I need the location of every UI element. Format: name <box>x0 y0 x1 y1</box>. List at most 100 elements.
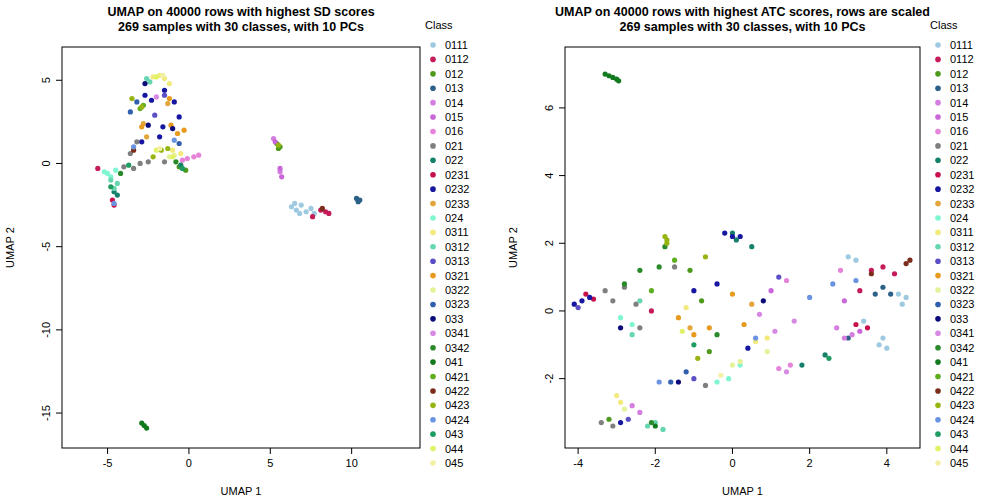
point <box>741 322 746 327</box>
legend-marker <box>430 388 436 394</box>
legend-label: 0321 <box>950 270 974 282</box>
point <box>160 124 165 129</box>
point <box>772 329 777 334</box>
point <box>162 159 167 164</box>
legend-label: 0231 <box>950 169 974 181</box>
legend-marker <box>430 258 436 264</box>
point <box>792 319 797 324</box>
point <box>838 268 843 273</box>
x-tick-label: 0 <box>729 457 735 469</box>
y-label: UMAP 2 <box>507 227 519 268</box>
legend-marker <box>935 460 941 466</box>
point <box>139 104 144 109</box>
point <box>115 192 120 197</box>
legend-label: 0112 <box>950 53 974 65</box>
point <box>660 427 665 432</box>
point <box>603 288 608 293</box>
legend-marker <box>430 143 436 149</box>
plot-frame <box>565 47 920 448</box>
point <box>95 166 100 171</box>
point <box>173 159 178 164</box>
legend-label: 0321 <box>445 270 469 282</box>
legend-label: 012 <box>950 68 968 80</box>
legend-marker <box>935 403 941 409</box>
legend-marker <box>935 230 941 236</box>
legend-label: 022 <box>445 154 463 166</box>
point <box>606 417 611 422</box>
subtitle: 269 samples with 30 classes, with 10 PCs <box>118 20 364 34</box>
point <box>714 332 719 337</box>
legend-marker <box>935 85 941 91</box>
point <box>691 342 696 347</box>
point <box>162 93 167 98</box>
point <box>749 244 754 249</box>
point <box>687 268 692 273</box>
legend-label: 0323 <box>950 298 974 310</box>
point <box>149 98 154 103</box>
legend-marker <box>935 287 941 293</box>
legend-marker <box>935 143 941 149</box>
point <box>664 241 669 246</box>
y-tick-label: 2 <box>543 240 555 246</box>
legend-label: 0422 <box>445 385 469 397</box>
point <box>618 315 623 320</box>
x-tick <box>351 448 352 454</box>
legend-label: 0341 <box>445 327 469 339</box>
point <box>637 268 642 273</box>
y-tick <box>56 163 62 164</box>
y-tick-label: 0 <box>40 160 52 166</box>
points <box>572 71 913 432</box>
point <box>884 346 889 351</box>
point <box>142 93 147 98</box>
legend-marker <box>935 114 941 120</box>
legend-marker <box>430 287 436 293</box>
point <box>830 281 835 286</box>
x-tick <box>886 448 887 454</box>
legend-label: 015 <box>445 111 463 123</box>
point <box>167 81 172 86</box>
point <box>162 88 167 93</box>
legend-marker <box>935 417 941 423</box>
legend-title: Class <box>930 19 958 31</box>
point <box>131 166 136 171</box>
point <box>579 298 584 303</box>
point <box>185 156 190 161</box>
legend-marker <box>935 388 941 394</box>
legend-label: 0422 <box>950 385 974 397</box>
y-tick <box>56 80 62 81</box>
point <box>108 178 113 183</box>
point <box>146 159 151 164</box>
legend-label: 013 <box>445 82 463 94</box>
point <box>880 285 885 290</box>
x-tick-label: -2 <box>650 457 660 469</box>
point <box>172 99 177 104</box>
legend-marker <box>430 42 436 48</box>
legend-label: 0111 <box>950 39 973 51</box>
point <box>147 79 152 84</box>
point <box>630 403 635 408</box>
point <box>765 335 770 340</box>
point <box>892 271 897 276</box>
legend-marker <box>935 201 941 207</box>
point <box>853 258 858 263</box>
point <box>853 278 858 283</box>
point <box>157 146 162 151</box>
y-label: UMAP 2 <box>4 227 16 268</box>
legend-label: 041 <box>445 356 463 368</box>
y-tick <box>56 329 62 330</box>
legend-label: 0231 <box>445 169 469 181</box>
x-tick-label: 5 <box>267 457 273 469</box>
point <box>172 138 177 143</box>
legend-marker <box>430 230 436 236</box>
legend-label: 012 <box>445 68 463 80</box>
x-tick-label: 2 <box>807 457 813 469</box>
point <box>297 211 302 216</box>
legend-label: 014 <box>445 97 463 109</box>
point <box>618 420 623 425</box>
point <box>691 332 696 337</box>
point <box>111 201 116 206</box>
point <box>834 325 839 330</box>
x-tick <box>578 448 579 454</box>
legend-marker <box>935 215 941 221</box>
point <box>730 291 735 296</box>
